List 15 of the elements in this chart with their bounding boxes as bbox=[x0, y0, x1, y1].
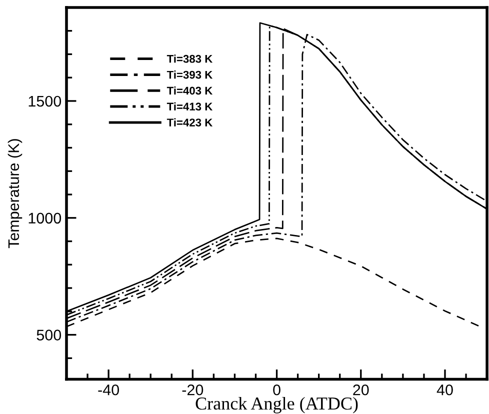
legend-label: Ti=403 K bbox=[166, 86, 213, 95]
y-tick-label: 1000 bbox=[28, 212, 62, 224]
y-tick-label: 500 bbox=[36, 330, 62, 340]
y-tick-label: 1500 bbox=[28, 96, 62, 107]
x-tick-label: 20 bbox=[353, 384, 369, 396]
legend-label: Ti=423 K bbox=[166, 118, 213, 126]
x-tick-label: 40 bbox=[436, 384, 453, 396]
x-tick-label: -40 bbox=[98, 384, 119, 396]
y-axis-title: Temperature (K) bbox=[8, 139, 22, 248]
x-axis-title: Cranck Angle (ATDC) bbox=[196, 396, 358, 414]
legend-label: Ti=413 K bbox=[166, 102, 213, 111]
legend-label: Ti=383 K bbox=[166, 54, 213, 63]
legend-label: Ti=393 K bbox=[166, 70, 213, 79]
x-tick-label: -20 bbox=[182, 384, 204, 396]
x-tick-label: 0 bbox=[273, 384, 280, 396]
